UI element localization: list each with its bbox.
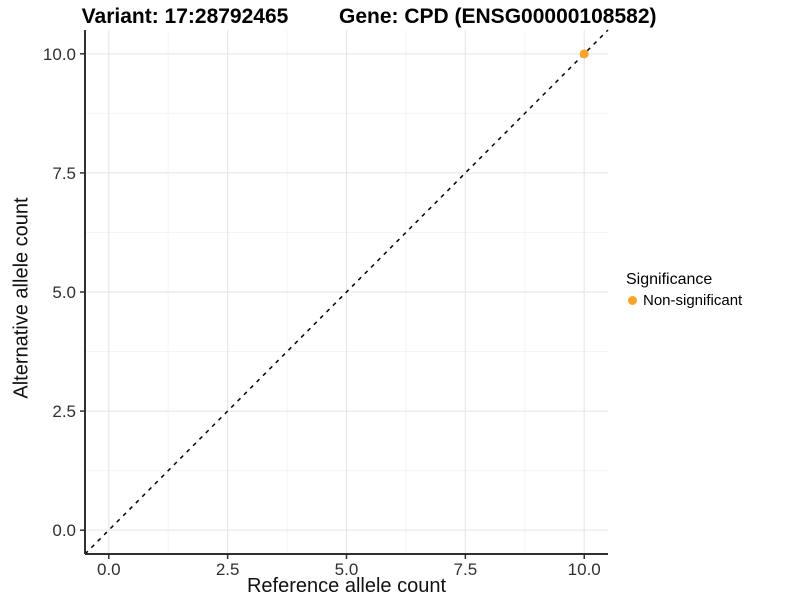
plot-title-variant: Variant: 17:28792465	[81, 5, 289, 28]
plot-title-gene: Gene: CPD (ENSG00000108582)	[339, 5, 657, 28]
legend-item-label: Non-significant	[643, 292, 743, 309]
x-tick-label: 0.0	[97, 560, 121, 579]
y-tick-label: 10.0	[43, 45, 76, 64]
identity-reference-line	[84, 29, 609, 555]
y-axis-title: Alternative allele count	[10, 197, 33, 399]
y-tick-label: 2.5	[52, 402, 76, 421]
legend-title: Significance	[626, 271, 713, 288]
y-tick-label: 0.0	[52, 521, 76, 540]
y-tick-label: 5.0	[52, 283, 76, 302]
legend: Significance Non-significant	[626, 270, 742, 310]
legend-item: Non-significant	[626, 291, 742, 310]
x-tick-label: 7.5	[454, 560, 478, 579]
x-tick-label: 10.0	[568, 560, 601, 579]
data-point	[579, 49, 589, 59]
y-tick-label: 7.5	[52, 164, 76, 183]
x-axis-title: Reference allele count	[246, 575, 446, 597]
legend-point-swatch-icon	[628, 296, 637, 305]
x-tick-label: 5.0	[335, 560, 359, 579]
x-tick-label: 2.5	[216, 560, 240, 579]
